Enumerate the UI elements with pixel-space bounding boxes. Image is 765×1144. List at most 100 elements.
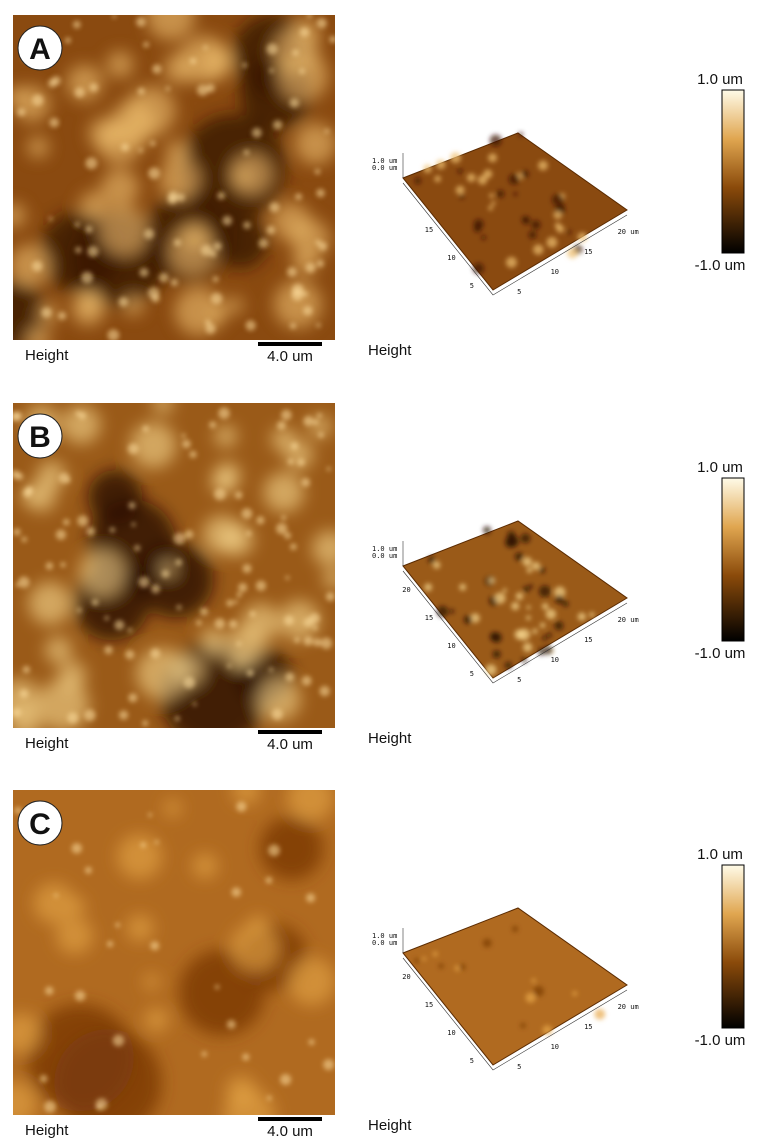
bright-region — [210, 306, 227, 323]
grain — [134, 545, 140, 551]
surface-bump — [578, 613, 586, 621]
grain — [86, 527, 95, 536]
x-tick-label: 15 — [584, 248, 592, 256]
y-tick-label: 10 — [447, 254, 455, 262]
bright-region — [2, 1013, 42, 1053]
grain — [213, 276, 219, 282]
grain — [40, 1075, 48, 1083]
grain — [317, 413, 322, 418]
surface-bump — [422, 957, 426, 961]
grain — [252, 128, 262, 138]
bright-region — [164, 800, 181, 817]
grain — [238, 583, 247, 592]
grain — [244, 150, 250, 156]
y-tick-label: 5 — [470, 282, 474, 290]
grain — [171, 279, 178, 286]
grain — [84, 710, 95, 721]
surface-bump — [521, 170, 529, 178]
surface-caption: Height — [368, 730, 412, 747]
surface-bump — [488, 153, 497, 162]
surface-bump — [505, 662, 512, 669]
grain — [44, 1101, 56, 1113]
grain — [200, 607, 208, 615]
grain — [81, 272, 93, 284]
grain — [107, 941, 113, 947]
bright-region — [215, 425, 237, 447]
y-tick-label: 5 — [470, 1057, 474, 1065]
grain — [119, 297, 129, 307]
colorbar-max: 1.0 um — [697, 846, 743, 863]
bright-region — [312, 531, 348, 567]
colorbar — [722, 478, 744, 641]
grain — [128, 443, 139, 454]
grain — [243, 221, 250, 228]
surface-bump — [562, 601, 568, 607]
grain — [285, 672, 294, 681]
surface-bump — [456, 186, 465, 195]
grain — [273, 120, 282, 129]
surface-bump — [531, 978, 536, 983]
grain — [150, 941, 159, 950]
grain — [13, 528, 20, 535]
grain — [280, 1074, 291, 1085]
grain — [218, 407, 230, 419]
bright-region — [38, 679, 90, 731]
panel-label: C — [29, 808, 51, 841]
grain — [140, 842, 146, 848]
grain — [295, 193, 302, 200]
surface-bump — [538, 161, 548, 171]
surface-bump — [481, 235, 486, 240]
surface-bump — [459, 964, 466, 971]
grain — [318, 432, 324, 438]
grain — [54, 893, 58, 897]
surface-bump — [414, 177, 421, 184]
surface-bump — [490, 134, 502, 146]
grain — [227, 664, 231, 668]
surface-bump — [514, 629, 524, 639]
surface-caption: Height — [368, 1117, 412, 1134]
x-tick-label: 10 — [551, 268, 559, 276]
grain — [209, 421, 216, 428]
grain — [242, 1053, 249, 1060]
surface-bump — [515, 552, 524, 561]
surface-bump — [521, 657, 527, 663]
grain — [41, 307, 51, 317]
x-tick-label: 20 um — [618, 228, 639, 236]
grain — [326, 592, 335, 601]
panel-label: A — [29, 33, 51, 66]
bright-region — [28, 582, 71, 625]
surface-bump — [527, 567, 533, 573]
grain — [287, 267, 297, 277]
bright-region — [107, 51, 134, 78]
grain — [290, 98, 299, 107]
surface-bump — [539, 585, 551, 597]
grain — [316, 189, 325, 198]
bright-region — [1, 203, 25, 227]
surface-bump — [489, 193, 494, 198]
grain — [317, 260, 324, 267]
surface-bump — [459, 584, 466, 591]
image-caption: Height — [25, 1122, 69, 1139]
grain — [128, 628, 133, 633]
grain — [302, 676, 312, 686]
grain — [206, 84, 215, 93]
grain — [131, 522, 135, 526]
colorbar-min: -1.0 um — [695, 645, 746, 662]
grain — [269, 202, 279, 212]
grain — [32, 94, 44, 106]
colorbar-min: -1.0 um — [695, 1032, 746, 1049]
grain — [267, 226, 276, 235]
z-tick-label: 0.0 um — [372, 939, 397, 947]
surface-bump — [520, 1023, 526, 1029]
grain — [115, 923, 120, 928]
grain — [246, 320, 256, 330]
grain — [292, 49, 298, 55]
grain — [303, 416, 313, 426]
grain — [300, 27, 310, 37]
z-tick-label: 0.0 um — [372, 552, 397, 560]
grain — [96, 1104, 102, 1110]
surface-bump — [518, 132, 523, 137]
grain — [77, 608, 82, 613]
bright-region — [223, 627, 264, 668]
grain — [229, 620, 238, 629]
